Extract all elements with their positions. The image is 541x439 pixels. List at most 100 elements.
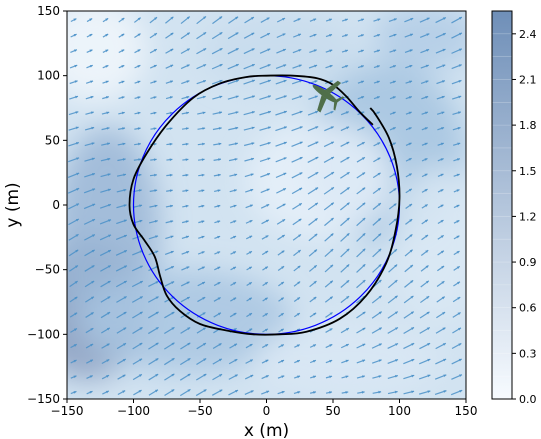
field-arrow-522	[389, 49, 397, 53]
field-arrow-118	[134, 111, 141, 115]
field-arrow-563	[421, 188, 428, 193]
field-arrow-494	[373, 96, 380, 100]
field-arrow-275	[244, 390, 254, 396]
field-arrow-585	[437, 234, 444, 240]
field-arrow-218	[197, 111, 206, 115]
field-arrow-534	[404, 249, 414, 257]
field-arrow-318	[259, 110, 272, 116]
field-arrow-326	[277, 375, 285, 379]
field-arrow-202	[196, 358, 207, 365]
field-arrow-70	[102, 80, 109, 84]
field-arrow-405	[325, 312, 333, 318]
field-arrow-614	[453, 173, 460, 177]
field-arrow-68	[101, 111, 110, 115]
y-tick-label-4: 50	[45, 133, 60, 147]
field-arrow-49	[86, 18, 93, 23]
series-layer	[128, 74, 401, 336]
field-arrow-542	[405, 127, 412, 131]
field-arrow-19	[69, 95, 79, 100]
field-arrow-241	[213, 142, 222, 146]
field-arrow-214	[198, 173, 205, 177]
field-arrow-490	[373, 157, 381, 163]
field-arrow-32	[84, 280, 95, 288]
field-arrow-487	[372, 202, 382, 210]
field-arrow-436	[340, 217, 350, 227]
field-arrow-466	[356, 141, 365, 147]
field-arrow-483	[372, 263, 382, 273]
field-arrow-192	[181, 127, 189, 131]
field-arrow-413	[323, 186, 335, 195]
field-arrow-158	[164, 265, 175, 271]
colorbar-tick-label-3: 0.9	[519, 256, 537, 269]
field-arrow-91	[117, 142, 126, 146]
field-arrow-4	[70, 328, 78, 333]
field-arrow-485	[372, 233, 382, 242]
field-arrow-409	[324, 248, 334, 258]
field-arrow-478	[371, 343, 382, 349]
field-arrow-162	[165, 204, 174, 208]
field-arrow-464	[356, 172, 366, 179]
field-arrow-418	[324, 110, 334, 116]
field-arrow-353	[294, 344, 301, 348]
field-arrow-457	[356, 279, 366, 289]
field-arrow-336	[276, 218, 286, 225]
field-arrow-342	[275, 126, 288, 132]
field-arrow-346	[275, 64, 287, 70]
field-arrow-618	[452, 111, 462, 115]
field-arrow-393	[307, 110, 319, 116]
field-arrow-87	[116, 204, 127, 209]
field-arrow-491	[373, 142, 381, 147]
field-arrow-332	[278, 281, 285, 287]
field-arrow-417	[324, 126, 334, 132]
field-arrow-486	[372, 217, 382, 226]
field-arrow-415	[323, 156, 335, 163]
field-arrow-277	[245, 359, 254, 364]
field-arrow-74	[102, 17, 109, 23]
field-arrow-174	[165, 16, 174, 24]
field-arrow-443	[340, 111, 350, 116]
field-arrow-247	[211, 47, 223, 55]
field-arrow-123	[134, 33, 141, 39]
field-arrow-132	[148, 280, 159, 287]
field-arrow-279	[245, 328, 253, 333]
field-arrow-150	[164, 389, 175, 397]
x-axis-label: x (m)	[244, 421, 289, 439]
field-arrow-408	[324, 264, 334, 273]
field-arrow-167	[166, 127, 173, 131]
field-arrow-296	[243, 63, 255, 70]
field-arrow-367	[291, 126, 303, 132]
field-arrow-117	[134, 127, 141, 131]
field-arrow-333	[277, 265, 285, 271]
field-region-7	[392, 166, 466, 322]
field-arrow-321	[259, 63, 271, 70]
field-arrow-520	[389, 80, 396, 84]
field-arrow-402	[325, 359, 333, 364]
field-arrow-137	[149, 204, 158, 208]
field-arrow-384	[308, 249, 318, 257]
field-arrow-270	[227, 79, 239, 85]
field-arrow-85	[115, 234, 128, 240]
field-arrow-189	[182, 173, 189, 177]
field-arrow-146	[149, 64, 157, 69]
field-arrow-219	[196, 95, 206, 100]
field-arrow-124	[133, 17, 141, 23]
field-arrow-95	[118, 80, 125, 84]
field-arrow-619	[452, 95, 462, 100]
field-arrow-168	[166, 111, 173, 115]
field-arrow-231	[213, 296, 221, 302]
field-arrow-96	[118, 64, 125, 69]
field-arrow-381	[309, 296, 317, 303]
field-arrow-297	[243, 48, 255, 55]
field-arrow-447	[341, 49, 349, 53]
field-arrow-401	[325, 375, 333, 379]
field-arrow-610	[453, 235, 460, 240]
field-arrow-476	[372, 375, 382, 379]
field-arrow-541	[405, 142, 412, 146]
colorbar-tick-label-7: 2.1	[519, 73, 537, 86]
colorbar-tick-label-2: 0.6	[519, 302, 537, 315]
field-arrow-473	[357, 34, 365, 38]
field-arrow-565	[421, 157, 428, 162]
field-arrow-591	[437, 142, 445, 146]
field-arrow-140	[150, 158, 157, 162]
field-arrow-564	[421, 173, 428, 178]
